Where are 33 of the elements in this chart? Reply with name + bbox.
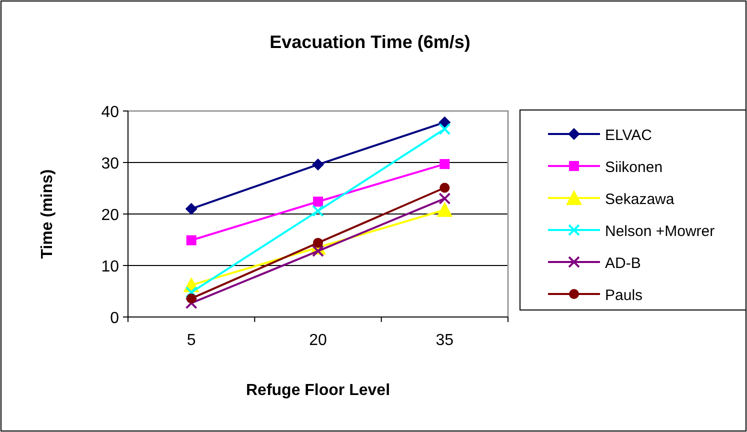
point [313,238,323,248]
y-tick-label: 40 [101,104,120,121]
point [312,158,324,171]
y-axis-title: Time (mins) [39,169,56,259]
point [438,192,451,205]
x-tick-label: 5 [186,332,196,349]
point [312,245,324,258]
point [313,196,323,207]
y-tick-label: 20 [101,207,120,224]
point [436,202,453,217]
legend-label: ELVAC [605,127,652,144]
legend-label: AD-B [605,255,641,272]
point [186,235,196,246]
point [185,297,198,310]
point [185,286,198,298]
point [185,202,198,215]
point [438,123,451,136]
point [438,116,451,128]
legend-label: Pauls [605,287,643,304]
y-tick-label: 0 [110,310,120,327]
legend-label: Nelson +Mowrer [605,223,715,240]
point [312,204,324,217]
point [440,159,450,170]
point [186,293,196,304]
legend-label: Sekazawa [605,191,675,208]
point [440,182,450,193]
x-tick-label: 20 [309,332,327,349]
x-tick-label: 35 [436,332,454,349]
y-tick-label: 10 [101,258,120,276]
x-axis-title: Refuge Floor Level [246,382,390,399]
chart-title: Evacuation Time (6m/s) [270,32,470,52]
y-tick-label: 30 [101,156,120,172]
legend-label: Siikonen [605,159,663,176]
